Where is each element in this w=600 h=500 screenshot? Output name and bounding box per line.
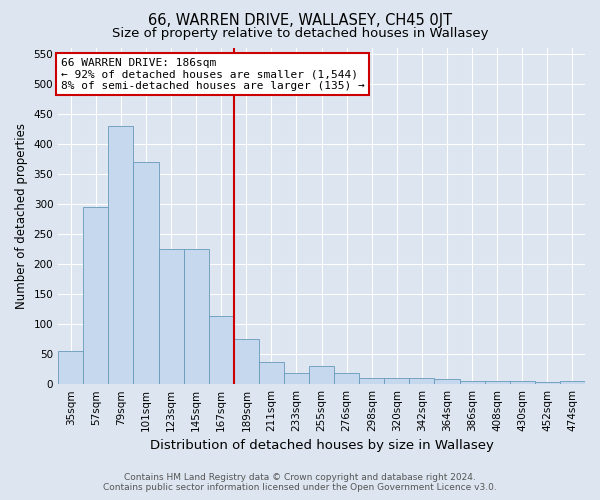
Bar	[485, 381, 510, 384]
Bar	[385, 378, 409, 384]
Bar	[535, 382, 560, 384]
Bar	[409, 378, 434, 384]
Bar	[259, 362, 284, 384]
Bar	[359, 378, 385, 384]
Bar	[510, 381, 535, 384]
Bar	[234, 339, 259, 384]
Bar	[284, 374, 309, 384]
Bar	[434, 380, 460, 384]
Bar	[309, 366, 334, 384]
Bar	[560, 381, 585, 384]
Text: Contains HM Land Registry data © Crown copyright and database right 2024.
Contai: Contains HM Land Registry data © Crown c…	[103, 473, 497, 492]
Bar	[83, 207, 109, 384]
Bar	[133, 162, 158, 384]
Bar	[460, 381, 485, 384]
Text: 66 WARREN DRIVE: 186sqm
← 92% of detached houses are smaller (1,544)
8% of semi-: 66 WARREN DRIVE: 186sqm ← 92% of detache…	[61, 58, 365, 91]
Bar	[58, 351, 83, 384]
Text: 66, WARREN DRIVE, WALLASEY, CH45 0JT: 66, WARREN DRIVE, WALLASEY, CH45 0JT	[148, 12, 452, 28]
Y-axis label: Number of detached properties: Number of detached properties	[15, 123, 28, 309]
X-axis label: Distribution of detached houses by size in Wallasey: Distribution of detached houses by size …	[149, 440, 494, 452]
Text: Size of property relative to detached houses in Wallasey: Size of property relative to detached ho…	[112, 28, 488, 40]
Bar	[184, 249, 209, 384]
Bar	[109, 126, 133, 384]
Bar	[209, 316, 234, 384]
Bar	[334, 374, 359, 384]
Bar	[158, 249, 184, 384]
